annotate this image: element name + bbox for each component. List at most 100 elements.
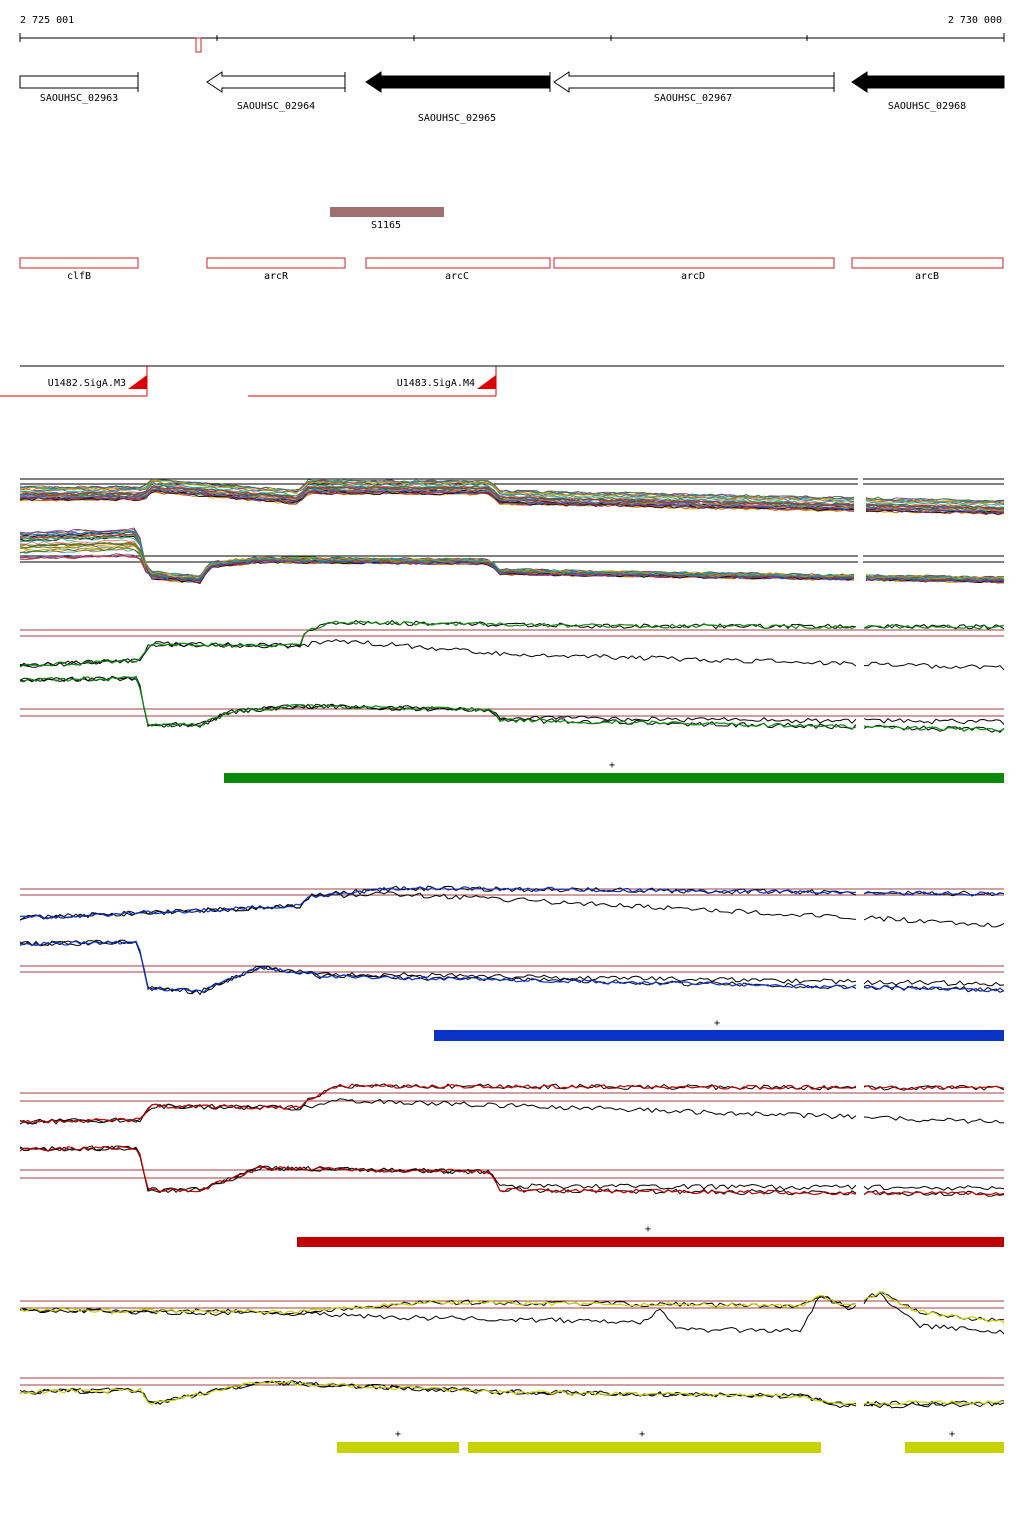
signal-trace [863,725,1005,732]
signal-trace [863,985,1005,993]
promoter-label: U1483.SigA.M4 [397,378,475,389]
strand-label: + [645,1224,651,1235]
signal-trace [865,507,1005,513]
signal-trace [19,1145,857,1196]
condition-panel-blue: + [19,885,1005,1041]
gene-name-box[interactable]: clfB [19,257,139,282]
gene-name-label: clfB [67,271,91,282]
signal-trace [19,531,855,580]
ruler-marker [195,37,202,53]
signal-trace [863,1115,1005,1124]
srna-feature[interactable]: S1165 [330,207,444,231]
expression-bar[interactable] [905,1442,1004,1453]
gene-name-label: arcR [264,271,289,282]
expression-bar[interactable] [337,1442,459,1453]
signal-trace [19,885,857,920]
signal-trace [19,1379,857,1406]
signal-trace [19,939,857,995]
signal-trace [19,1083,857,1125]
signal-trace [864,661,1005,671]
gene-name-box[interactable]: arcR [206,257,346,282]
gene-arrow[interactable]: SAOUHSC_02963 [19,72,139,104]
gene-name-box[interactable]: arcD [553,257,835,282]
gene-name-label: arcD [681,271,705,282]
gene-arrow[interactable]: SAOUHSC_02965 [365,71,551,124]
strand-label: + [609,760,615,771]
signal-trace [865,577,1005,584]
signal-trace [863,979,1005,987]
expression-bar[interactable] [434,1030,1004,1041]
signal-trace [19,939,857,996]
signal-trace [865,508,1005,515]
signal-trace [19,529,855,581]
signal-trace [863,1184,1005,1191]
signal-trace [863,1400,1005,1406]
signal-trace [19,490,855,512]
signal-trace [19,675,857,730]
gene-track: SAOUHSC_02963 SAOUHSC_02964 SAOUHSC_0296… [19,71,1005,124]
signal-trace [19,482,855,505]
promoter-feature[interactable]: U1483.SigA.M4 [248,366,497,397]
signal-trace [863,1290,1005,1322]
signal-trace [863,718,1005,725]
srna-label: S1165 [371,220,401,231]
condition-panel-red: + [19,1083,1005,1247]
condition-panel-green: + [19,619,1005,783]
signal-trace [865,499,1005,505]
ruler-end-label: 2 730 000 [948,15,1002,26]
signal-trace [865,503,1005,510]
gene-name-box[interactable]: arcC [365,257,551,282]
signal-trace [865,574,1005,580]
gene-arrow[interactable]: SAOUHSC_02967 [553,71,835,104]
gene-name-label: arcC [445,271,469,282]
signal-trace [865,499,1005,505]
signal-trace [863,1085,1005,1091]
gene-arrow[interactable]: SAOUHSC_02968 [851,71,1005,112]
signal-trace [863,623,1005,630]
signal-trace [19,481,855,503]
coordinate-ruler: 2 725 001 2 730 000 [19,15,1005,53]
signal-trace [865,497,1005,503]
signal-trace [863,1291,1005,1335]
signal-trace [19,1145,857,1194]
expression-bar[interactable] [468,1442,821,1453]
signal-trace [19,940,857,993]
gene-label: SAOUHSC_02964 [237,101,315,112]
gene-label: SAOUHSC_02965 [418,113,496,124]
gene-arrow[interactable]: SAOUHSC_02964 [206,71,346,112]
signal-trace [19,619,857,668]
gene-label: SAOUHSC_02967 [654,93,732,104]
promoter-feature[interactable]: U1482.SigA.M3 [0,366,148,397]
signal-trace [19,891,857,920]
gene-name-track: clfB arcR arcC arcD arcB [19,257,1004,282]
signal-trace [865,575,1005,581]
gene-label: SAOUHSC_02968 [888,101,966,112]
signal-trace [863,890,1005,896]
signal-trace [19,639,857,667]
signal-trace [863,624,1005,630]
signal-trace [19,488,855,511]
gene-name-label: arcB [915,271,939,282]
signal-trace [863,1189,1005,1197]
signal-trace [19,620,857,668]
signal-trace [19,676,857,730]
signal-trace [863,984,1005,993]
signal-trace [19,1294,857,1315]
all-conditions-panel [19,470,1005,595]
signal-trace [863,1291,1005,1324]
strand-label: + [949,1429,955,1440]
signal-trace [19,1380,857,1407]
gene-label: SAOUHSC_02963 [40,93,118,104]
signal-trace [866,573,1005,580]
signal-trace [863,915,1005,928]
promoter-label: U1482.SigA.M3 [48,378,126,389]
promoter-track: U1482.SigA.M3 U1483.SigA.M4 [0,365,1004,397]
signal-trace [863,1190,1005,1196]
gene-name-box[interactable]: arcB [851,257,1004,282]
expression-bar[interactable] [224,773,1004,783]
signal-trace [19,480,855,502]
ruler-start-label: 2 725 001 [20,15,74,26]
strand-label: + [395,1429,401,1440]
expression-bar[interactable] [297,1237,1004,1247]
